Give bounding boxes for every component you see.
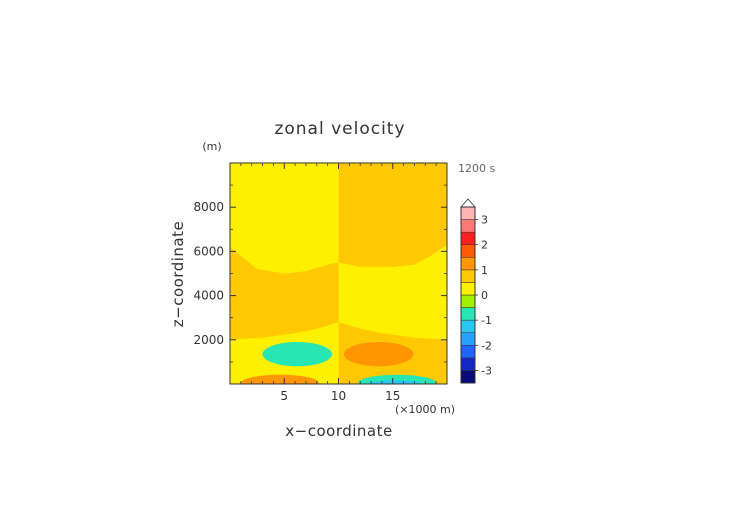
y-tick-label-2: 6000: [193, 244, 224, 258]
colorbar-segment-4: [460, 319, 476, 333]
colorbar-tick-label-3: 0: [481, 289, 488, 302]
colorbar: -3 -2 -1 0 1 2 3: [460, 198, 492, 384]
colorbar-segment-6: [460, 294, 476, 308]
time-label: 1200 s: [458, 162, 495, 175]
contour-region-6: [240, 374, 319, 384]
x-tick-label-1: 10: [331, 389, 346, 403]
contour-region-5: [343, 342, 414, 367]
chart-title: zonal velocity: [274, 119, 405, 139]
x-tick-label-2: 15: [385, 389, 400, 403]
y-tick-label-3: 8000: [193, 200, 224, 214]
colorbar-tick-label-4: 1: [481, 264, 488, 277]
contour-fill: [230, 163, 447, 384]
colorbar-tick-label-5: 2: [481, 239, 488, 252]
colorbar-segment-9: [460, 257, 476, 271]
y-tick-label-1: 4000: [193, 289, 224, 303]
colorbar-segment-2: [460, 345, 476, 359]
colorbar-segment-1: [460, 357, 476, 371]
contour-region-3: [338, 244, 447, 340]
colorbar-tick-label-1: -2: [481, 339, 492, 352]
plot-axes: 5 10 15 2000 4000 6000 8000: [193, 162, 448, 403]
y-tick-label-0: 2000: [193, 333, 224, 347]
y-axis-label: z−coordinate: [169, 221, 187, 327]
colorbar-extend-arrow: [460, 198, 476, 208]
colorbar-segment-12: [460, 219, 476, 233]
x-unit-label: (×1000 m): [395, 403, 455, 416]
colorbar-tick-label-2: -1: [481, 314, 492, 327]
colorbar-segment-11: [460, 231, 476, 245]
colorbar-segment-10: [460, 244, 476, 258]
colorbar-tick-label-0: -3: [481, 364, 492, 377]
colorbar-segment-7: [460, 282, 476, 296]
colorbar-segment-8: [460, 269, 476, 283]
colorbar-segment-13: [460, 206, 476, 220]
colorbar-tick-label-6: 3: [481, 214, 488, 227]
contour-region-4: [262, 342, 332, 367]
contour-region-8: [367, 380, 423, 384]
colorbar-segment-5: [460, 307, 476, 321]
y-unit-label: (m): [202, 140, 221, 153]
colorbar-segment-3: [460, 332, 476, 346]
colorbar-segment-0: [460, 370, 476, 384]
x-tick-label-0: 5: [280, 389, 288, 403]
x-axis-label: x−coordinate: [285, 422, 392, 440]
contour-region-2: [230, 246, 339, 340]
